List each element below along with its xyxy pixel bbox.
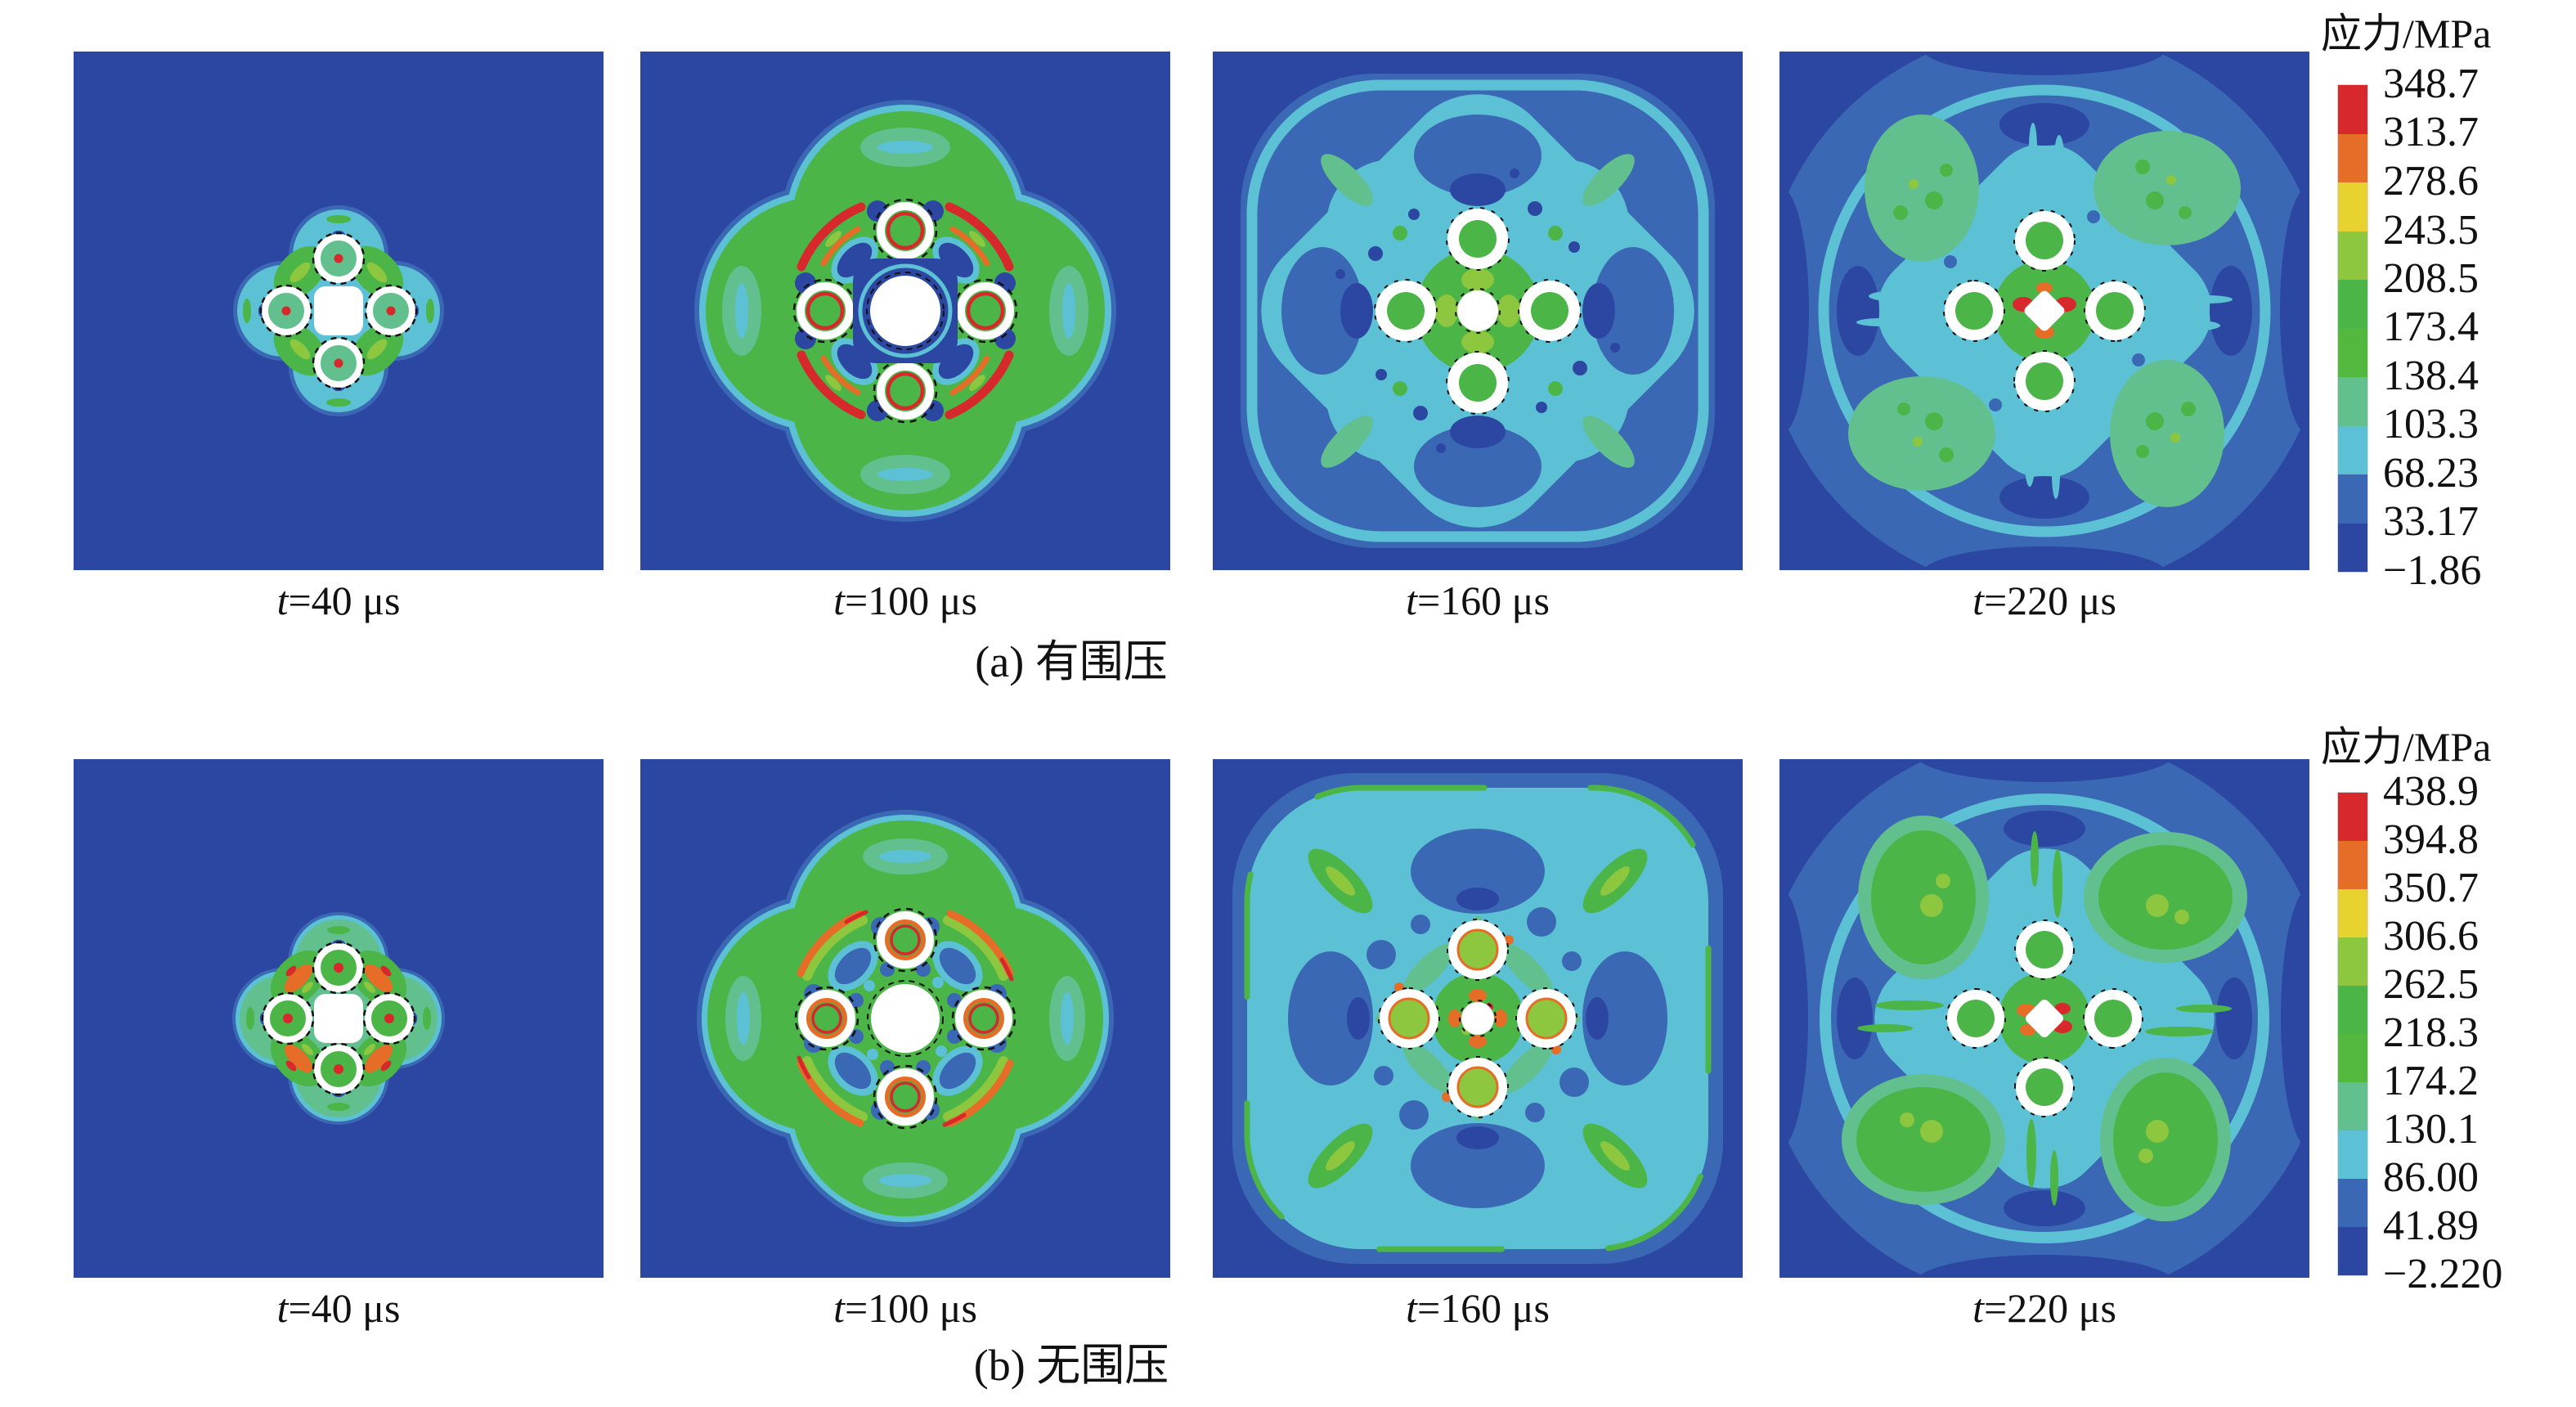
central-hole [314, 994, 363, 1043]
central-hole [2024, 290, 2065, 331]
colorbar-segment [2338, 182, 2367, 232]
stress-contour-panel-b-100us [640, 759, 1170, 1278]
time-value: =220 μs [1983, 1285, 2116, 1331]
stress-contour-panel-b-40us [74, 759, 604, 1278]
colorbar-tick: −1.86 [2383, 547, 2482, 594]
time-label-a-100us: t=100 μs [640, 575, 1170, 629]
caption-row-a: (a) 有围压 [975, 637, 1168, 686]
colorbar-segment [2338, 85, 2367, 134]
colorbar-segment [2338, 841, 2367, 889]
colorbar-title: 应力/MPa [2321, 724, 2492, 770]
time-value: =220 μs [1983, 578, 2116, 623]
colorbar-tick: 313.7 [2383, 109, 2479, 155]
time-variable: t [833, 578, 845, 623]
colorbar-tick: 218.3 [2383, 1009, 2479, 1056]
colorbar-segment [2338, 889, 2367, 937]
time-value: =160 μs [1416, 1285, 1550, 1331]
colorbar-tick: 41.89 [2383, 1202, 2479, 1249]
colorbar-legend-a: 应力/MPa 348.7 313.7 278.6 243.5 208.5 173… [2321, 10, 2574, 632]
colorbar-tick: 306.6 [2383, 913, 2479, 960]
colorbar-segment [2338, 1082, 2367, 1131]
colorbar-tick: 130.1 [2383, 1106, 2479, 1153]
time-label-b-220us: t=220 μs [1779, 1283, 2309, 1337]
time-label-a-40us: t=40 μs [74, 575, 604, 629]
borehole [874, 909, 936, 971]
colorbar-b [2337, 792, 2368, 1276]
colorbar-segment [2338, 793, 2367, 841]
time-value: =40 μs [288, 578, 401, 623]
central-hole [871, 984, 940, 1053]
time-variable: t [276, 578, 289, 623]
time-variable: t [1972, 578, 1984, 623]
colorbar-tick: 394.8 [2383, 816, 2479, 863]
borehole [1446, 207, 1510, 271]
central-hole [1461, 1002, 1494, 1035]
colorbar-segment [2338, 1227, 2367, 1275]
time-variable: t [276, 1285, 289, 1331]
central-hole [2026, 1000, 2063, 1037]
colorbar-title: 应力/MPa [2321, 11, 2492, 56]
central-hole [314, 286, 363, 335]
colorbar-tick: 350.7 [2383, 865, 2479, 911]
colorbar-tick: 243.5 [2383, 207, 2479, 254]
time-value: =40 μs [288, 1285, 401, 1331]
colorbar-segment [2338, 474, 2367, 524]
colorbar-segment [2338, 425, 2367, 474]
borehole [2013, 209, 2076, 272]
borehole [313, 942, 364, 993]
colorbar-segment [2338, 523, 2367, 572]
colorbar-tick: −2.220 [2383, 1251, 2503, 1297]
time-label-a-220us: t=220 μs [1779, 575, 2309, 629]
colorbar-tick: 174.2 [2383, 1058, 2479, 1104]
time-variable: t [1972, 1285, 1984, 1331]
caption-row-b: (b) 无围压 [973, 1341, 1169, 1390]
time-variable: t [833, 1285, 845, 1331]
colorbar-tick: 103.3 [2383, 401, 2479, 447]
colorbar-segment [2338, 231, 2367, 280]
time-variable: t [1406, 578, 1417, 623]
colorbar-tick: 138.4 [2383, 353, 2479, 399]
colorbar-tick: 262.5 [2383, 961, 2479, 1008]
colorbar-segment [2338, 133, 2367, 182]
colorbar-tick: 86.00 [2383, 1154, 2479, 1201]
colorbar-tick: 278.6 [2383, 158, 2479, 205]
colorbar-tick: 438.9 [2383, 768, 2479, 815]
borehole [874, 200, 936, 262]
colorbar-segment [2338, 328, 2367, 377]
colorbar-tick: 33.17 [2383, 498, 2479, 545]
stress-contour-panel-a-220us [1779, 52, 2309, 570]
time-value: =100 μs [844, 578, 977, 623]
colorbar-segment [2338, 937, 2367, 986]
time-value: =100 μs [844, 1285, 977, 1331]
stress-contour-panel-a-100us [640, 52, 1170, 570]
colorbar-segment [2338, 1034, 2367, 1082]
central-hole [1457, 290, 1498, 331]
borehole [2014, 919, 2075, 980]
time-label-b-160us: t=160 μs [1213, 1283, 1743, 1337]
borehole [313, 233, 364, 284]
central-hole [870, 276, 940, 346]
time-label-b-40us: t=40 μs [74, 1283, 604, 1337]
colorbar-legend-b: 应力/MPa 438.9 394.8 350.7 306.6 262.5 218… [2321, 723, 2574, 1345]
stress-contour-panel-a-40us [74, 52, 604, 570]
time-variable: t [1406, 1285, 1417, 1331]
time-value: =160 μs [1416, 578, 1550, 623]
colorbar-segment [2338, 1131, 2367, 1179]
borehole [1447, 919, 1509, 981]
time-label-a-160us: t=160 μs [1213, 575, 1743, 629]
stress-contour-panel-b-220us [1779, 759, 2309, 1278]
colorbar-a [2337, 84, 2368, 573]
stress-contour-panel-b-160us [1213, 759, 1743, 1278]
colorbar-segment [2338, 1179, 2367, 1227]
colorbar-tick: 348.7 [2383, 61, 2479, 107]
colorbar-segment [2338, 377, 2367, 426]
colorbar-tick: 173.4 [2383, 303, 2479, 350]
stress-contour-panel-a-160us [1213, 52, 1743, 570]
colorbar-segment [2338, 280, 2367, 329]
colorbar-tick: 208.5 [2383, 255, 2479, 302]
colorbar-tick: 68.23 [2383, 450, 2479, 497]
colorbar-segment [2338, 986, 2367, 1034]
time-label-b-100us: t=100 μs [640, 1283, 1170, 1337]
